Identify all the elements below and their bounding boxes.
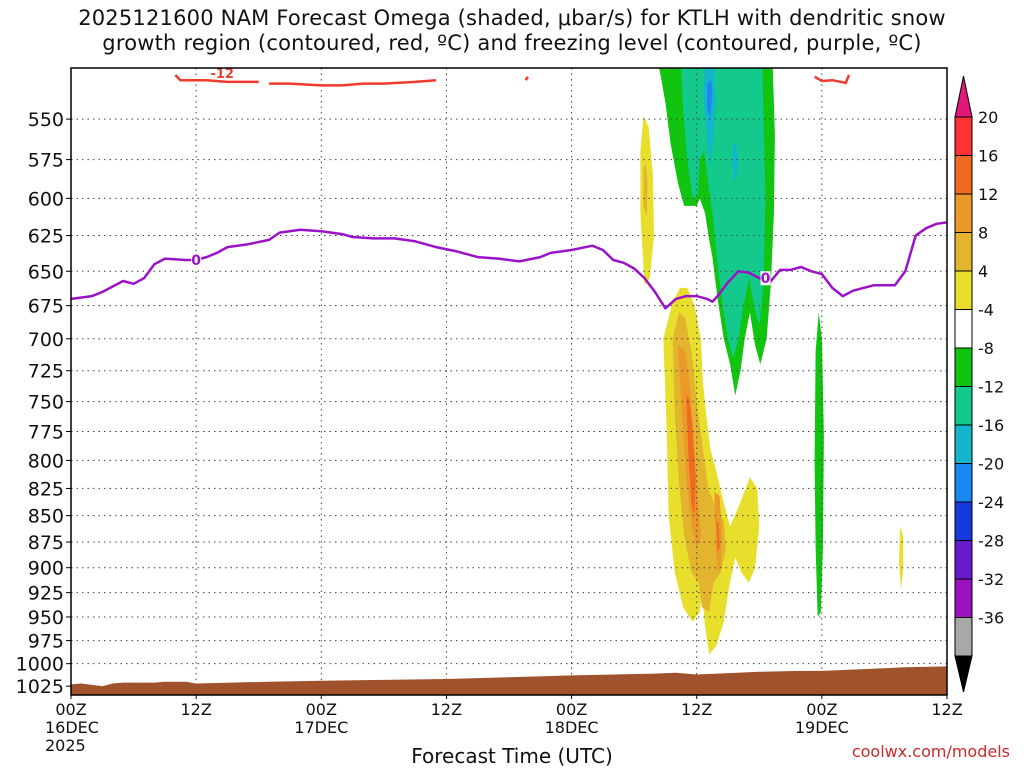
- dgz-contour-3: [813, 74, 851, 85]
- y-tick-label-625: 625: [28, 226, 64, 248]
- colorbar-label-4: 4: [978, 262, 988, 281]
- x-tick-label-72-1: 19DEC: [795, 718, 849, 737]
- omega-region-1: [681, 68, 766, 359]
- plot-frame: [70, 67, 948, 696]
- colorbar-label-1: 16: [978, 147, 998, 166]
- colorbar-swatch-12: [954, 578, 973, 618]
- colorbar-top-arrow: [954, 75, 973, 118]
- colorbar-swatch-4: [954, 270, 973, 310]
- omega-region-13: [716, 521, 720, 553]
- colorbar-label-9: -20: [978, 455, 1004, 474]
- freezing-level-contour: [71, 221, 947, 310]
- y-tick-label-925: 925: [28, 583, 64, 605]
- x-tick-label-24-0: 00Z: [306, 700, 337, 719]
- x-tick-label-24-1: 17DEC: [294, 718, 348, 737]
- colorbar-label-6: -8: [978, 339, 994, 358]
- colorbar-label-10: -24: [978, 493, 1004, 512]
- colorbar-label-7: -12: [978, 378, 1004, 397]
- y-tick-label-675: 675: [28, 296, 64, 318]
- y-tick-label-1025: 1025: [16, 676, 64, 698]
- y-tick-label-725: 725: [28, 361, 64, 383]
- omega-region-4: [732, 143, 739, 183]
- y-tick-label-900: 900: [28, 558, 64, 580]
- omega-region-14: [899, 526, 904, 590]
- dgz-contour-label: -12: [210, 67, 234, 82]
- y-tick-label-700: 700: [28, 329, 64, 351]
- colorbar-swatch-7: [954, 386, 973, 426]
- y-tick-label-850: 850: [28, 506, 64, 528]
- freezing-level-label-1: 0: [761, 271, 771, 287]
- y-tick-label-1000: 1000: [16, 654, 64, 676]
- omega-region-3: [707, 80, 713, 116]
- x-tick-label-0-1: 16DEC: [45, 718, 99, 737]
- colorbar-swatch-1: [954, 155, 973, 195]
- omega-region-5: [814, 312, 824, 617]
- colorbar-label-2: 12: [978, 185, 998, 204]
- colorbar-label-8: -16: [978, 416, 1004, 435]
- x-tick-label-36-0: 12Z: [431, 700, 462, 719]
- colorbar-swatch-0: [954, 116, 973, 156]
- x-tick-label-48-0: 00Z: [556, 700, 587, 719]
- colorbar-swatch-9: [954, 463, 973, 503]
- freezing-level-label-bg-0: [191, 252, 202, 267]
- omega-region-7: [643, 164, 648, 217]
- y-tick-label-950: 950: [28, 607, 64, 629]
- dgz-contour-2: [524, 76, 529, 81]
- colorbar-swatch-13: [954, 617, 973, 657]
- colorbar-swatch-5: [954, 309, 973, 349]
- x-tick-label-72-0: 00Z: [806, 700, 837, 719]
- colorbar-swatch-11: [954, 540, 973, 580]
- y-tick-label-550: 550: [28, 109, 64, 131]
- y-tick-label-600: 600: [28, 188, 64, 210]
- y-tick-label-650: 650: [28, 261, 64, 283]
- colorbar-swatch-2: [954, 193, 973, 233]
- omega-region-11: [686, 395, 696, 516]
- x-tick-label-84-0: 12Z: [931, 700, 962, 719]
- omega-region-6: [640, 115, 654, 286]
- colorbar-bottom-arrow: [954, 655, 973, 693]
- x-tick-label-0-0: 00Z: [55, 700, 86, 719]
- x-tick-label-0-2: 2025: [45, 736, 86, 755]
- colorbar-swatch-6: [954, 347, 973, 387]
- colorbar-swatch-3: [954, 232, 973, 272]
- freezing-level-label-bg-1: [760, 271, 771, 286]
- colorbar-label-13: -36: [978, 609, 1004, 628]
- x-tick-label-12-0: 12Z: [180, 700, 211, 719]
- dgz-contour-1: [269, 78, 437, 87]
- y-tick-label-575: 575: [28, 150, 64, 172]
- y-tick-label-825: 825: [28, 478, 64, 500]
- y-tick-label-875: 875: [28, 532, 64, 554]
- freezing-level-label-0: 0: [191, 253, 201, 269]
- omega-region-2: [703, 68, 716, 165]
- colorbar-swatch-8: [954, 424, 973, 464]
- colorbar-label-3: 8: [978, 224, 988, 243]
- y-tick-label-975: 975: [28, 631, 64, 653]
- x-tick-label-60-0: 12Z: [681, 700, 712, 719]
- colorbar-label-12: -32: [978, 570, 1004, 589]
- watermark: coolwx.com/models: [851, 742, 1010, 761]
- colorbar-label-5: -4: [978, 301, 994, 320]
- terrain-surface: [71, 666, 947, 695]
- colorbar-swatch-10: [954, 501, 973, 541]
- y-tick-label-800: 800: [28, 450, 64, 472]
- x-axis-title: Forecast Time (UTC): [411, 744, 613, 768]
- chart-title-line-1: 2025121600 NAM Forecast Omega (shaded, μ…: [78, 6, 946, 30]
- colorbar-label-0: 20: [978, 108, 998, 127]
- dgz-contour-0: [174, 74, 259, 84]
- x-tick-label-48-1: 18DEC: [545, 718, 599, 737]
- y-tick-label-750: 750: [28, 392, 64, 414]
- y-tick-label-775: 775: [28, 421, 64, 443]
- chart-title-line-2: growth region (contoured, red, ºC) and f…: [102, 31, 922, 55]
- colorbar-label-11: -28: [978, 532, 1004, 551]
